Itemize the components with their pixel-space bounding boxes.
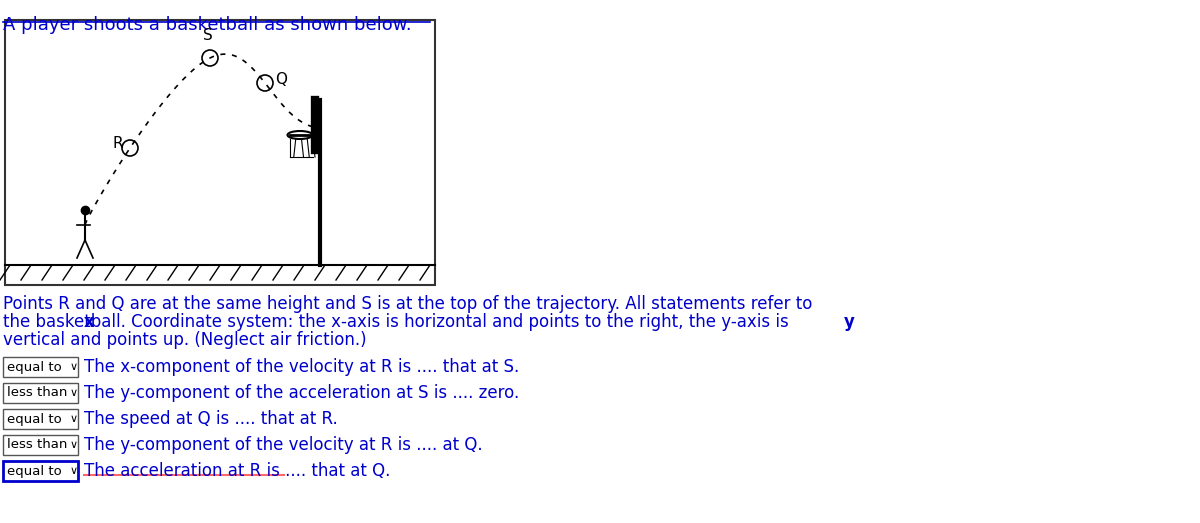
FancyBboxPatch shape bbox=[2, 435, 78, 455]
Bar bbox=[5, 20, 436, 285]
Text: ∨: ∨ bbox=[70, 362, 78, 372]
Text: ∨: ∨ bbox=[70, 414, 78, 424]
Text: equal to: equal to bbox=[7, 360, 61, 373]
FancyBboxPatch shape bbox=[2, 409, 78, 429]
Text: The acceleration at R is .... that at Q.: The acceleration at R is .... that at Q. bbox=[84, 462, 390, 480]
Text: The speed at Q is .... that at R.: The speed at Q is .... that at R. bbox=[84, 410, 337, 428]
Text: Points R and Q are at the same height and S is at the top of the trajectory. All: Points R and Q are at the same height an… bbox=[2, 295, 812, 313]
FancyBboxPatch shape bbox=[2, 461, 78, 481]
Text: the basketball. Coordinate system: the x-axis is horizontal and points to the ri: the basketball. Coordinate system: the x… bbox=[2, 313, 788, 331]
Text: ∨: ∨ bbox=[70, 388, 78, 398]
Text: x: x bbox=[84, 313, 94, 331]
Text: The y-component of the acceleration at S is .... zero.: The y-component of the acceleration at S… bbox=[84, 384, 520, 402]
Text: equal to: equal to bbox=[7, 464, 61, 477]
Text: less than: less than bbox=[7, 386, 67, 400]
FancyBboxPatch shape bbox=[2, 383, 78, 403]
FancyBboxPatch shape bbox=[2, 357, 78, 377]
Text: A player shoots a basketball as shown below.: A player shoots a basketball as shown be… bbox=[2, 16, 412, 34]
Text: y: y bbox=[844, 313, 854, 331]
Text: equal to: equal to bbox=[7, 413, 61, 426]
Text: The x-component of the velocity at R is .... that at S.: The x-component of the velocity at R is … bbox=[84, 358, 520, 376]
Text: less than: less than bbox=[7, 438, 67, 451]
Text: vertical and points up. (Neglect air friction.): vertical and points up. (Neglect air fri… bbox=[2, 331, 367, 349]
Text: Q: Q bbox=[275, 72, 287, 86]
Text: The y-component of the velocity at R is .... at Q.: The y-component of the velocity at R is … bbox=[84, 436, 482, 454]
Text: R: R bbox=[112, 137, 122, 152]
Text: ∨: ∨ bbox=[70, 466, 78, 476]
Text: ∨: ∨ bbox=[70, 440, 78, 450]
Text: S: S bbox=[203, 28, 212, 43]
